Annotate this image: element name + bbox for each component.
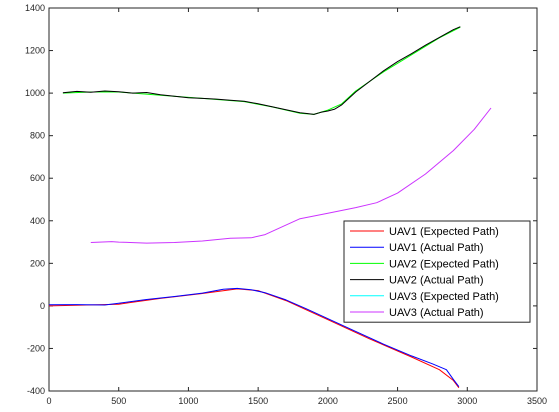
series-line-2 (48, 287, 460, 388)
series-line-6 (90, 107, 492, 244)
y-tick-label: 200 (30, 258, 45, 268)
legend-label: UAV3 (Expected Path) (389, 291, 499, 303)
legend-label: UAV1 (Expected Path) (389, 226, 499, 238)
x-tick-label: 1500 (248, 396, 268, 406)
series-line-4 (62, 26, 461, 115)
x-tick-label: 1000 (178, 396, 198, 406)
y-tick-label: 600 (30, 173, 45, 183)
y-tick-label: -200 (27, 343, 45, 353)
x-tick-label: 2000 (318, 396, 338, 406)
legend-label: UAV2 (Actual Path) (389, 275, 484, 287)
x-tick-label: 2500 (388, 396, 408, 406)
x-tick-label: 3500 (527, 396, 547, 406)
legend-box (343, 220, 531, 323)
y-tick-label: -400 (27, 386, 45, 396)
x-tick-label: 500 (111, 396, 126, 406)
legend-label: UAV2 (Expected Path) (389, 258, 499, 270)
y-tick-label: 1400 (25, 3, 45, 13)
axis-ticks: 0 500 1000 1500 2000 2500 3000 3500 -400 -200 0 200… (25, 3, 547, 406)
x-tick-label: 0 (46, 396, 51, 406)
legend-label: UAV1 (Actual Path) (389, 242, 484, 254)
y-tick-label: 400 (30, 216, 45, 226)
legend: UAV1 (Expected Path) UAV1 (Actual Path) UA… (343, 220, 531, 323)
y-tick-label: 800 (30, 131, 45, 141)
series-lines (48, 26, 492, 389)
plot-area (48, 7, 538, 392)
y-tick-label: 1000 (25, 88, 45, 98)
y-tick-label: 0 (40, 301, 45, 311)
y-tick-label: 1200 (25, 46, 45, 56)
x-tick-label: 3000 (457, 396, 477, 406)
legend-label: UAV3 (Actual Path) (389, 307, 484, 319)
